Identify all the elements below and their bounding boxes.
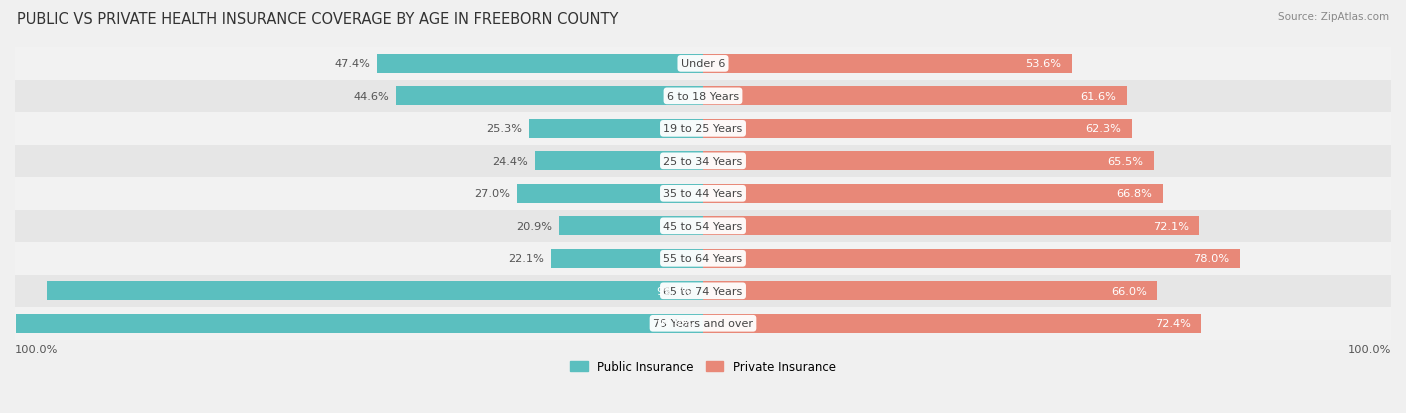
Text: Source: ZipAtlas.com: Source: ZipAtlas.com — [1278, 12, 1389, 22]
Text: 72.1%: 72.1% — [1153, 221, 1188, 231]
Bar — [703, 120, 1132, 138]
Text: 22.1%: 22.1% — [508, 254, 544, 263]
Bar — [703, 55, 1071, 74]
Bar — [703, 217, 1199, 236]
Bar — [396, 87, 703, 106]
Bar — [15, 275, 1391, 307]
Bar — [703, 314, 1201, 333]
Text: 100.0%: 100.0% — [1347, 344, 1391, 354]
Bar — [15, 178, 1391, 210]
Bar — [703, 152, 1154, 171]
Bar — [703, 249, 1240, 268]
Text: PUBLIC VS PRIVATE HEALTH INSURANCE COVERAGE BY AGE IN FREEBORN COUNTY: PUBLIC VS PRIVATE HEALTH INSURANCE COVER… — [17, 12, 619, 27]
Bar — [15, 81, 1391, 113]
Text: 45 to 54 Years: 45 to 54 Years — [664, 221, 742, 231]
Bar — [15, 113, 1391, 145]
Text: 55 to 64 Years: 55 to 64 Years — [664, 254, 742, 263]
Bar — [15, 48, 1391, 81]
Bar — [536, 152, 703, 171]
Text: 65.5%: 65.5% — [1108, 157, 1143, 166]
Bar — [15, 314, 703, 333]
Text: 47.4%: 47.4% — [335, 59, 370, 69]
Bar — [703, 87, 1126, 106]
Bar — [48, 282, 703, 301]
Bar — [15, 242, 1391, 275]
Text: 35 to 44 Years: 35 to 44 Years — [664, 189, 742, 199]
Text: 44.6%: 44.6% — [353, 92, 389, 102]
Text: 65 to 74 Years: 65 to 74 Years — [664, 286, 742, 296]
Bar — [517, 185, 703, 203]
Text: 19 to 25 Years: 19 to 25 Years — [664, 124, 742, 134]
Bar — [15, 145, 1391, 178]
Bar — [529, 120, 703, 138]
Text: 100.0%: 100.0% — [15, 344, 59, 354]
Text: 99.9%: 99.9% — [657, 318, 693, 328]
Bar — [703, 185, 1163, 203]
Bar — [15, 307, 1391, 340]
Text: 6 to 18 Years: 6 to 18 Years — [666, 92, 740, 102]
Text: 61.6%: 61.6% — [1081, 92, 1116, 102]
Bar — [551, 249, 703, 268]
Text: 24.4%: 24.4% — [492, 157, 529, 166]
Text: 95.3%: 95.3% — [657, 286, 693, 296]
Text: 62.3%: 62.3% — [1085, 124, 1122, 134]
Bar — [377, 55, 703, 74]
Text: 72.4%: 72.4% — [1154, 318, 1191, 328]
Text: 66.8%: 66.8% — [1116, 189, 1153, 199]
Text: 20.9%: 20.9% — [516, 221, 553, 231]
Text: 75 Years and over: 75 Years and over — [652, 318, 754, 328]
Text: 53.6%: 53.6% — [1025, 59, 1062, 69]
Text: 25 to 34 Years: 25 to 34 Years — [664, 157, 742, 166]
Bar — [703, 282, 1157, 301]
Legend: Public Insurance, Private Insurance: Public Insurance, Private Insurance — [565, 355, 841, 377]
Text: 66.0%: 66.0% — [1111, 286, 1147, 296]
Text: 27.0%: 27.0% — [474, 189, 510, 199]
Bar — [560, 217, 703, 236]
Text: Under 6: Under 6 — [681, 59, 725, 69]
Text: 25.3%: 25.3% — [486, 124, 522, 134]
Bar — [15, 210, 1391, 242]
Text: 78.0%: 78.0% — [1194, 254, 1229, 263]
